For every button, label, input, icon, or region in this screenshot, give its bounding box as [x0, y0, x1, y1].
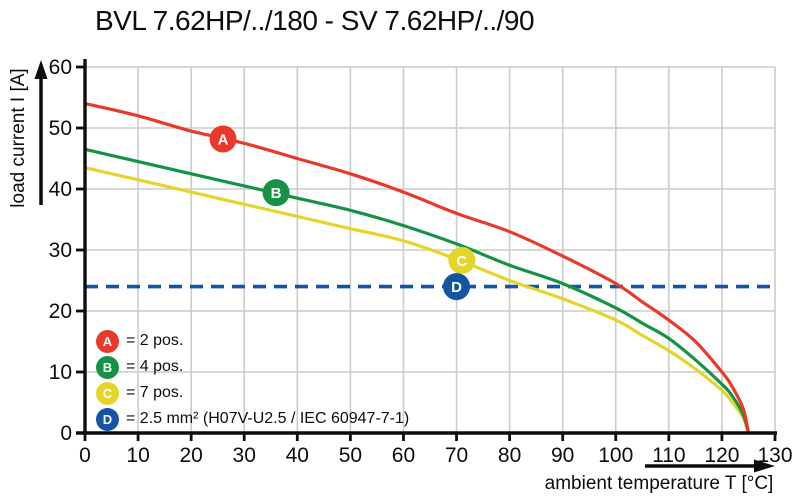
x-axis-title: ambient temperature T [°C] — [545, 473, 774, 494]
marker-A-letter: A — [218, 131, 229, 148]
legend: A = 2 pos. B = 4 pos. C = 7 pos. D = 2.5 mm² (H… — [96, 329, 410, 431]
y-axis-title: load current I [A] — [8, 68, 29, 207]
x-tick-label: 50 — [339, 444, 362, 467]
curves — [83, 102, 775, 435]
x-tick-label: 40 — [286, 444, 309, 467]
legend-label-B: = 4 pos. — [126, 358, 184, 375]
x-tick-label: 80 — [498, 444, 521, 467]
legend-label-A: = 2 pos. — [126, 332, 184, 349]
curve-markers: A B CD — [209, 125, 476, 301]
y-tick-label: 10 — [49, 361, 72, 384]
x-tick-label: 60 — [392, 444, 415, 467]
y-tick-label: 40 — [49, 178, 72, 201]
legend-item-C: C = 7 pos. — [96, 381, 409, 405]
legend-marker-C-icon: C — [96, 381, 119, 405]
marker-D-circle — [443, 273, 471, 301]
y-tick-label: 20 — [49, 300, 72, 323]
axis-ticks — [76, 65, 777, 441]
curve-B — [83, 147, 751, 435]
marker-B: B — [262, 179, 290, 207]
curve-A — [83, 102, 751, 435]
x-tick-label: 90 — [551, 444, 574, 467]
x-tick-label: 20 — [179, 444, 202, 467]
marker-D: D — [443, 273, 471, 301]
y-tick-label: 0 — [60, 422, 72, 445]
x-tick-label: 120 — [704, 444, 739, 467]
legend-marker-D-icon: D — [96, 407, 119, 431]
legend-label-D: = 2.5 mm² (H07V-U2.5 / IEC 60947-7-1) — [126, 410, 410, 427]
x-tick-label: 70 — [445, 444, 468, 467]
x-tick-label: 30 — [233, 444, 256, 467]
x-tick-label: 0 — [79, 444, 91, 467]
y-tick-label: 50 — [49, 117, 72, 140]
legend-item-B: B = 4 pos. — [96, 355, 409, 379]
chart-title: BVL 7.62HP/../180 - SV 7.62HP/../90 — [95, 5, 535, 36]
curve-C — [83, 166, 751, 435]
y-tick-label: 60 — [49, 56, 72, 79]
gridlines — [85, 66, 776, 433]
marker-B-circle — [262, 179, 290, 207]
marker-C-letter: C — [456, 253, 467, 270]
legend-item-A: A = 2 pos. — [96, 329, 409, 353]
x-tick-label: 130 — [757, 444, 792, 467]
marker-C-circle — [448, 246, 476, 274]
legend-item-D: D = 2.5 mm² (H07V-U2.5 / IEC 60947-7-1) — [96, 407, 410, 431]
x-tick-label: 110 — [652, 444, 685, 467]
x-tick-label: 100 — [598, 444, 633, 467]
marker-D-letter: D — [451, 279, 462, 296]
marker-B-letter: B — [271, 185, 282, 202]
axis-tick-labels: 0 10 20 30 40 50 60 70 80 90 100 110 120 130 0 10 20 30 40… — [49, 56, 793, 467]
y-axis-arrow-icon — [34, 60, 48, 205]
x-tick-label: 10 — [126, 444, 149, 467]
marker-A-circle — [209, 125, 237, 153]
y-tick-label: 30 — [49, 239, 72, 262]
marker-C: C — [448, 246, 476, 274]
marker-A: A — [209, 125, 237, 153]
legend-marker-B-icon: B — [96, 355, 119, 379]
x-axis-arrow-icon — [645, 459, 775, 473]
legend-label-C: = 7 pos. — [126, 384, 184, 401]
legend-marker-A-icon: A — [96, 329, 119, 353]
